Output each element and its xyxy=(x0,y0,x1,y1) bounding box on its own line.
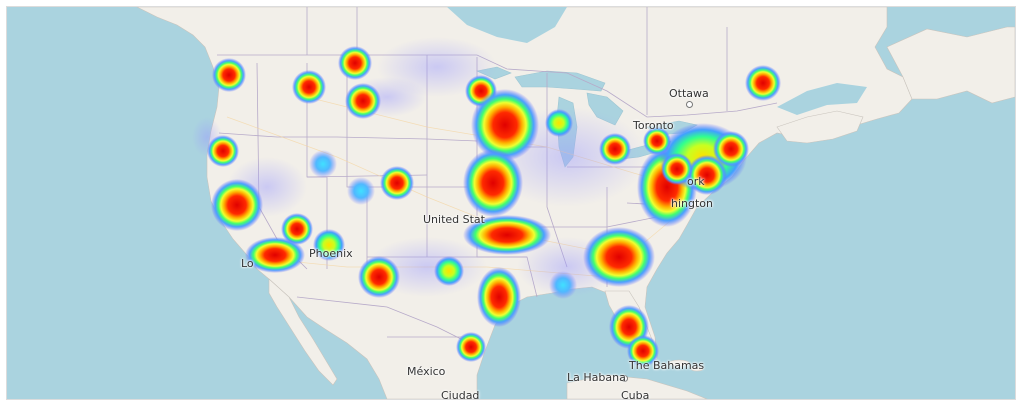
land-newfoundland xyxy=(886,26,1015,104)
label-bahamas: The Bahamas xyxy=(629,359,705,372)
water-st-lawrence xyxy=(777,83,867,115)
ottawa-marker[interactable] xyxy=(686,101,693,108)
label-new-york: ork xyxy=(687,175,705,188)
map-container[interactable]: Ottawa Toronto United Stat Phoenix Lo or… xyxy=(6,6,1016,400)
label-cuba: Cuba xyxy=(621,389,650,400)
label-united-states: United Stat xyxy=(423,213,485,226)
water-hudson-bay xyxy=(447,7,567,43)
label-la-habana: La Habana xyxy=(567,371,626,384)
label-washington: hington xyxy=(671,197,713,210)
heatmap-layer xyxy=(192,37,781,367)
label-ciudad: Ciudad xyxy=(441,389,480,400)
label-toronto: Toronto xyxy=(633,119,674,132)
land-bahamas-2 xyxy=(690,366,704,372)
label-mexico: México xyxy=(407,365,446,378)
land-cuba xyxy=(566,374,708,399)
label-phoenix: Phoenix xyxy=(309,247,353,260)
map-canvas[interactable] xyxy=(7,7,1015,399)
land-bahamas xyxy=(668,359,690,367)
land-maritimes xyxy=(776,110,864,144)
land-baja xyxy=(268,278,338,386)
la-habana-marker[interactable] xyxy=(621,375,628,382)
label-los-angeles: Lo xyxy=(241,257,254,270)
label-ottawa: Ottawa xyxy=(669,87,709,100)
